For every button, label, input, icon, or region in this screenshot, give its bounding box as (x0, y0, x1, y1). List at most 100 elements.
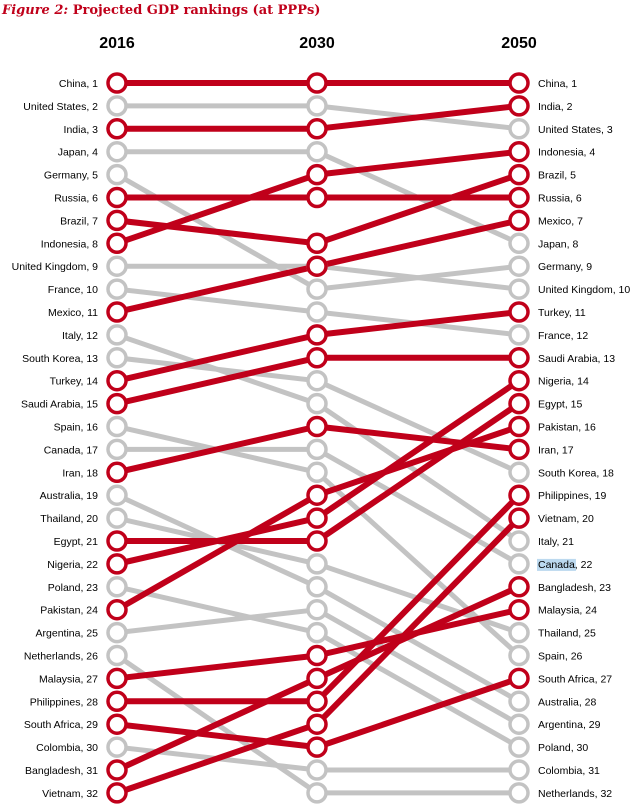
rank-node-iran-2030 (306, 415, 328, 438)
rank-node-philippines-2030 (306, 690, 328, 713)
label-2016-indonesia: Indonesia, 8 (41, 238, 98, 250)
rank-node-argentina-2016 (106, 621, 128, 644)
rank-node-spain-2016 (106, 415, 128, 438)
ranking-nodes (106, 72, 530, 804)
rank-node-malaysia-2050 (508, 598, 530, 621)
rank-node-vietnam-2050 (508, 507, 530, 529)
label-2016-russia: Russia, 6 (54, 193, 98, 205)
rank-node-canada-2050 (508, 553, 530, 575)
rank-node-mexico-2030 (306, 255, 328, 277)
rank-node-saudi-arabia-2050 (508, 347, 530, 369)
rank-node-france-2016 (106, 278, 128, 300)
rank-node-indonesia-2016 (106, 232, 128, 255)
rank-node-turkey-2050 (508, 301, 530, 323)
label-2050-italy: Italy, 21 (538, 536, 574, 548)
rank-node-united-kingdom-2016 (106, 255, 128, 277)
rank-node-germany-2016 (106, 163, 128, 186)
rank-node-colombia-2016 (106, 736, 128, 758)
rank-node-italy-2030 (306, 392, 328, 415)
column-header-2050: 2050 (501, 35, 537, 52)
label-2016-spain: Spain, 16 (54, 422, 99, 434)
rank-node-thailand-2030 (306, 553, 328, 575)
label-2016-italy: Italy, 12 (62, 330, 98, 342)
label-2016-iran: Iran, 18 (62, 467, 98, 479)
rank-node-germany-2030 (306, 278, 328, 300)
rank-node-united-states-2030 (306, 95, 328, 117)
rank-node-china-2050 (508, 72, 530, 94)
rank-node-australia-2016 (106, 484, 128, 506)
rank-node-south-africa-2016 (106, 713, 128, 735)
rank-node-pakistan-2016 (106, 598, 128, 621)
label-2050-indonesia: Indonesia, 4 (538, 147, 595, 159)
rank-node-brazil-2016 (106, 209, 128, 232)
rank-node-brazil-2030 (306, 232, 328, 255)
figure-title-text: Projected GDP rankings (at PPPs) (73, 3, 321, 18)
rank-node-united-states-2016 (106, 95, 128, 117)
rank-node-australia-2050 (508, 690, 530, 713)
rank-node-japan-2030 (306, 140, 328, 163)
label-2016-philippines: Philippines, 28 (30, 696, 98, 708)
label-2016-australia: Australia, 19 (40, 490, 99, 502)
label-2016-egypt: Egypt, 21 (54, 536, 99, 548)
label-rank-text: , 22 (575, 559, 593, 571)
rank-node-argentina-2030 (306, 598, 328, 621)
rank-node-indonesia-2050 (508, 140, 530, 163)
label-2016-thailand: Thailand, 20 (40, 513, 98, 525)
rank-node-united-kingdom-2050 (508, 278, 530, 300)
rank-node-brazil-2050 (508, 163, 530, 186)
rank-node-france-2050 (508, 324, 530, 346)
rank-node-turkey-2030 (306, 324, 328, 346)
label-2016-argentina: Argentina, 25 (36, 628, 99, 640)
label-2050-mexico: Mexico, 7 (538, 215, 583, 227)
label-2016-france: France, 10 (48, 284, 98, 296)
rank-node-netherlands-2050 (508, 782, 530, 804)
rank-node-nigeria-2016 (106, 553, 128, 575)
label-2050-pakistan: Pakistan, 16 (538, 422, 596, 434)
rank-node-egypt-2030 (306, 530, 328, 552)
rank-node-colombia-2050 (508, 759, 530, 781)
rank-node-pakistan-2030 (306, 484, 328, 506)
label-2016-canada: Canada, 17 (44, 444, 98, 456)
label-2050-philippines: Philippines, 19 (538, 490, 606, 502)
rank-node-netherlands-2016 (106, 644, 128, 667)
rank-node-philippines-2050 (508, 484, 530, 506)
label-2050-colombia: Colombia, 31 (538, 765, 600, 777)
selected-label-text: Canada (538, 559, 575, 571)
figure-title: Figure 2: Projected GDP rankings (at PPP… (1, 3, 320, 18)
rank-node-south-korea-2016 (106, 347, 128, 369)
label-2016-turkey: Turkey, 14 (50, 376, 99, 388)
label-2050-nigeria: Nigeria, 14 (538, 376, 589, 388)
rank-node-france-2030 (306, 301, 328, 323)
label-2050-south-korea: South Korea, 18 (538, 467, 614, 479)
rank-node-australia-2030 (306, 576, 328, 598)
rank-node-thailand-2016 (106, 507, 128, 529)
rank-node-argentina-2050 (508, 713, 530, 735)
label-2016-india: India, 3 (64, 124, 99, 136)
rank-node-south-africa-2050 (508, 667, 530, 690)
rank-node-iran-2016 (106, 461, 128, 484)
rank-node-vietnam-2030 (306, 713, 328, 735)
label-2016-germany: Germany, 5 (44, 170, 98, 182)
rank-node-south-korea-2030 (306, 369, 328, 392)
label-2016-nigeria: Nigeria, 22 (47, 559, 98, 571)
rank-node-poland-2050 (508, 736, 530, 758)
rank-node-germany-2050 (508, 255, 530, 277)
figure-label: Figure 2: (1, 3, 68, 18)
column-header-2016: 2016 (99, 35, 135, 52)
rank-node-russia-2050 (508, 186, 530, 209)
label-2050-saudi-arabia: Saudi Arabia, 13 (538, 353, 615, 365)
label-2016-colombia: Colombia, 30 (36, 742, 98, 754)
label-2050-france: France, 12 (538, 330, 588, 342)
label-2050-spain: Spain, 26 (538, 651, 583, 663)
label-2016-malaysia: Malaysia, 27 (39, 673, 98, 685)
label-2050-australia: Australia, 28 (538, 696, 597, 708)
label-2016-bangladesh: Bangladesh, 31 (25, 765, 98, 777)
label-2016-china: China, 1 (59, 78, 98, 90)
rank-node-poland-2030 (306, 621, 328, 644)
rank-node-vietnam-2016 (106, 782, 128, 804)
ranking-labels: China, 1 China, 1 United States, 2 United S… (12, 78, 631, 800)
label-2016-south-africa: South Africa, 29 (24, 719, 98, 731)
rank-node-saudi-arabia-2016 (106, 392, 128, 415)
rank-node-italy-2050 (508, 530, 530, 552)
rank-node-japan-2016 (106, 140, 128, 163)
